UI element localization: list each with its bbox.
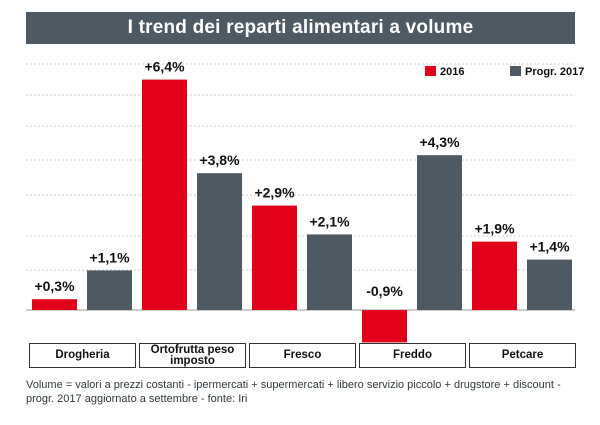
bar-progr-2017-1 xyxy=(197,173,242,310)
bar-progr-2017-3 xyxy=(417,155,462,310)
bar-2016-2 xyxy=(252,205,297,310)
bar-2016-4 xyxy=(472,241,517,310)
data-labels: +0,3% +6,4% +2,9% -0,9% +1,9% +1,1% +3,8% +2,1%… xyxy=(34,59,570,299)
data-label: +0,3% xyxy=(34,278,75,294)
caption-line-2: progr. 2017 aggiornato a settembre - fon… xyxy=(26,393,248,405)
bar-progr-2017-4 xyxy=(527,259,572,310)
bar-2016-0 xyxy=(32,299,77,310)
legend-swatch xyxy=(510,66,521,76)
bars xyxy=(32,79,572,343)
data-label: -0,9% xyxy=(366,283,403,299)
data-label: +6,4% xyxy=(144,59,185,75)
bar-2016-1 xyxy=(142,79,187,310)
data-label: +2,9% xyxy=(254,185,295,201)
data-label: +3,8% xyxy=(199,152,240,168)
chart-title: I trend dei reparti alimentari a volume xyxy=(26,12,575,44)
category-label: Freddo xyxy=(359,343,466,368)
category-label: Ortofrutta peso imposto xyxy=(139,343,246,368)
legend-label: Progr. 2017 xyxy=(525,66,584,78)
caption: Volume = valori a prezzi costanti - iper… xyxy=(26,378,586,406)
data-label: +4,3% xyxy=(419,134,460,150)
category-label: Drogheria xyxy=(29,343,136,368)
legend-swatch xyxy=(425,66,436,76)
data-label: +1,4% xyxy=(529,239,570,255)
caption-line-1: Volume = valori a prezzi costanti - iper… xyxy=(26,379,561,391)
category-label: Fresco xyxy=(249,343,356,368)
bar-progr-2017-2 xyxy=(307,234,352,310)
legend-label: 2016 xyxy=(440,66,464,78)
data-label: +2,1% xyxy=(309,213,350,229)
data-label: +1,1% xyxy=(89,249,130,265)
category-label: Petcare xyxy=(469,343,576,368)
data-label: +1,9% xyxy=(474,221,515,237)
legend: 2016 Progr. 2017 xyxy=(425,66,584,78)
bar-2016-3 xyxy=(362,310,407,343)
bar-progr-2017-0 xyxy=(87,270,132,310)
